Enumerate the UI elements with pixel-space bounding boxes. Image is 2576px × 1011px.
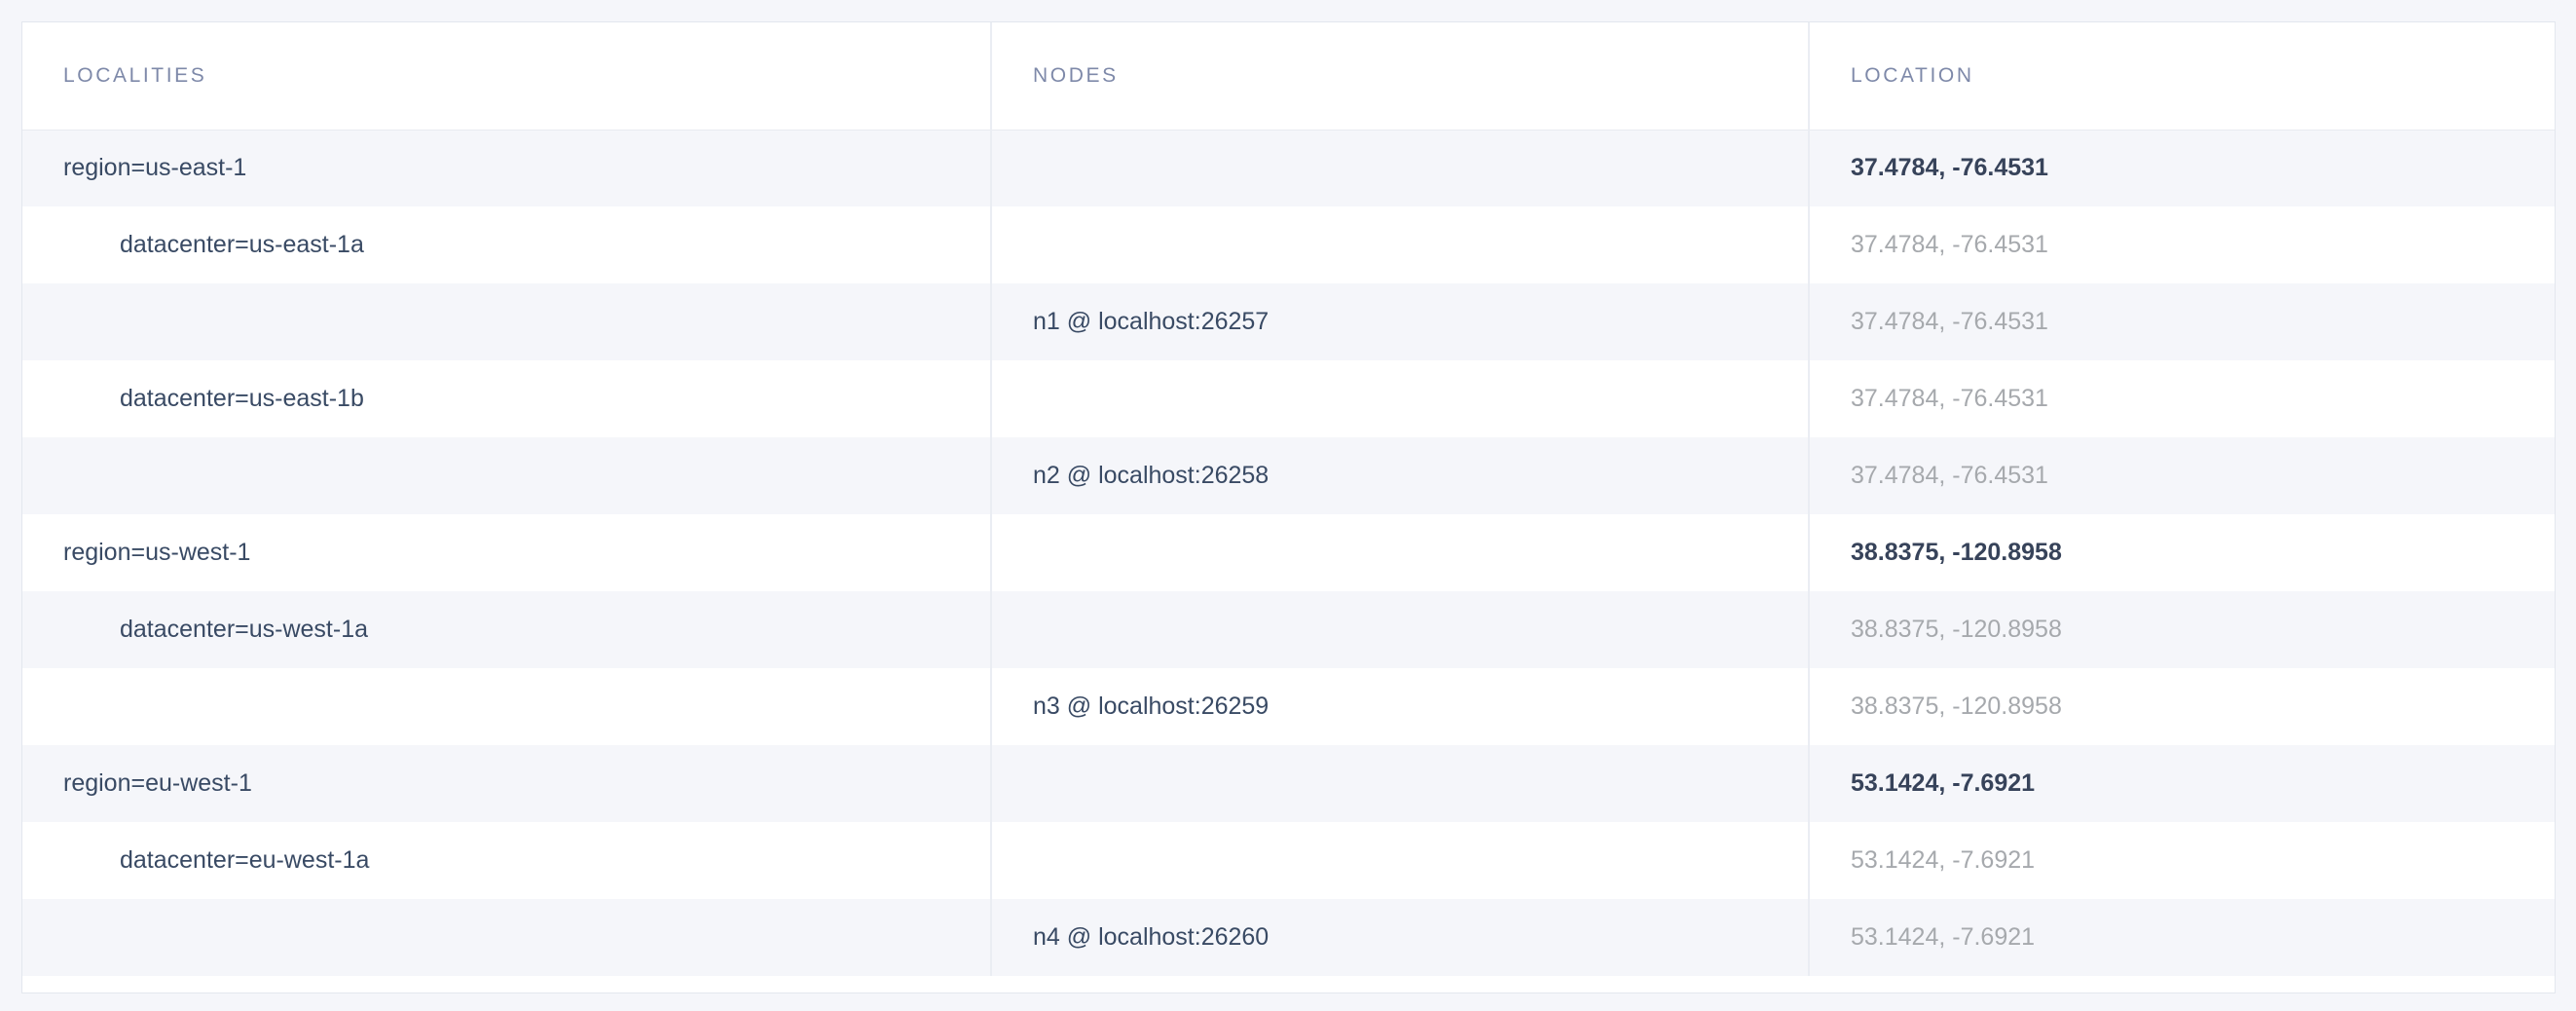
cell-locality: datacenter=us-east-1b (120, 385, 364, 412)
table-body: region=us-east-1 37.4784, -76.4531 datacen… (22, 130, 2555, 976)
column-header-nodes[interactable]: NODES (990, 22, 1809, 131)
column-header-localities[interactable]: LOCALITIES (22, 22, 991, 131)
cell-node (990, 822, 1809, 899)
cell-node: n4 @ localhost:26260 (990, 899, 1809, 976)
cell-node: n1 @ localhost:26257 (990, 283, 1809, 360)
cell-location: 37.4784, -76.4531 (1808, 206, 2555, 283)
cell-locality: region=eu-west-1 (63, 769, 252, 797)
table-row[interactable]: n1 @ localhost:26257 37.4784, -76.4531 (22, 283, 2555, 360)
table-row[interactable]: n4 @ localhost:26260 53.1424, -7.6921 (22, 899, 2555, 976)
table-row[interactable]: region=us-east-1 37.4784, -76.4531 (22, 130, 2555, 206)
cell-locality (22, 668, 991, 745)
table-header: LOCALITIES NODES LOCATION (22, 22, 2555, 131)
cell-location: 37.4784, -76.4531 (1808, 283, 2555, 360)
cell-node (990, 130, 1809, 206)
cell-node: n3 @ localhost:26259 (990, 668, 1809, 745)
locality-table: LOCALITIES NODES LOCATION region=us-east… (22, 22, 2555, 976)
table-row[interactable]: datacenter=us-east-1a 37.4784, -76.4531 (22, 206, 2555, 283)
cell-locality: datacenter=us-east-1a (120, 231, 364, 258)
cell-locality: datacenter=us-west-1a (120, 616, 369, 643)
cell-location: 38.8375, -120.8958 (1808, 591, 2555, 668)
table-row[interactable]: datacenter=us-east-1b 37.4784, -76.4531 (22, 360, 2555, 437)
cell-location: 53.1424, -7.6921 (1808, 899, 2555, 976)
cell-node (990, 591, 1809, 668)
cell-locality: region=us-east-1 (63, 154, 247, 182)
cell-location: 37.4784, -76.4531 (1808, 130, 2555, 206)
column-header-location[interactable]: LOCATION (1808, 22, 2555, 131)
table-row[interactable]: datacenter=us-west-1a 38.8375, -120.8958 (22, 591, 2555, 668)
cell-locality: datacenter=eu-west-1a (120, 846, 370, 874)
cell-location: 38.8375, -120.8958 (1808, 514, 2555, 591)
table-row[interactable]: datacenter=eu-west-1a 53.1424, -7.6921 (22, 822, 2555, 899)
table-row[interactable]: region=eu-west-1 53.1424, -7.6921 (22, 745, 2555, 822)
cell-node (990, 514, 1809, 591)
cell-node (990, 745, 1809, 822)
cell-locality (22, 899, 991, 976)
cell-location: 53.1424, -7.6921 (1808, 822, 2555, 899)
table-row[interactable]: n2 @ localhost:26258 37.4784, -76.4531 (22, 437, 2555, 514)
locality-table-panel: LOCALITIES NODES LOCATION region=us-east… (21, 21, 2556, 993)
cell-location: 37.4784, -76.4531 (1808, 437, 2555, 514)
cell-node (990, 206, 1809, 283)
cell-location: 53.1424, -7.6921 (1808, 745, 2555, 822)
table-row[interactable]: region=us-west-1 38.8375, -120.8958 (22, 514, 2555, 591)
cell-location: 37.4784, -76.4531 (1808, 360, 2555, 437)
cell-locality: region=us-west-1 (63, 539, 251, 566)
table-row[interactable]: n3 @ localhost:26259 38.8375, -120.8958 (22, 668, 2555, 745)
cell-locality (22, 283, 991, 360)
cell-location: 38.8375, -120.8958 (1808, 668, 2555, 745)
cell-node (990, 360, 1809, 437)
cell-node: n2 @ localhost:26258 (990, 437, 1809, 514)
table-header-row: LOCALITIES NODES LOCATION (22, 22, 2555, 131)
cell-locality (22, 437, 991, 514)
